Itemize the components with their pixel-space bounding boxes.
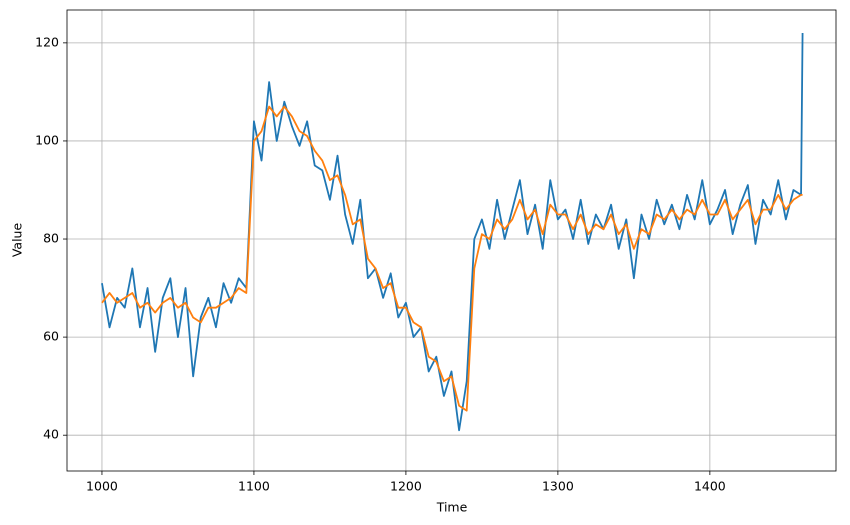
y-tick-label: 100 [35, 132, 59, 147]
x-tick-label: 1300 [542, 479, 574, 494]
plot-frame [66, 9, 837, 472]
data-line [101, 105, 803, 412]
data-line [101, 33, 804, 432]
y-tick-label: 60 [43, 329, 59, 344]
y-tick-label: 40 [43, 427, 59, 442]
x-tick-label: 1200 [390, 479, 422, 494]
y-tick-label: 80 [43, 231, 59, 246]
x-tick-label: 1400 [694, 479, 726, 494]
x-tick-label: 1000 [86, 479, 118, 494]
x-tick-label: 1100 [238, 479, 270, 494]
y-tick-label: 120 [35, 34, 59, 49]
x-axis-label: Time [436, 500, 468, 515]
y-axis-label: Value [10, 223, 25, 258]
